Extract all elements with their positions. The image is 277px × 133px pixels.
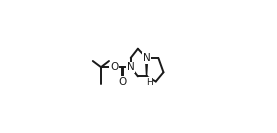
Text: O: O [110,62,118,72]
Text: N: N [127,62,135,72]
Text: N: N [143,53,150,63]
Text: H: H [146,78,153,86]
Polygon shape [145,58,148,76]
Text: O: O [118,76,127,86]
